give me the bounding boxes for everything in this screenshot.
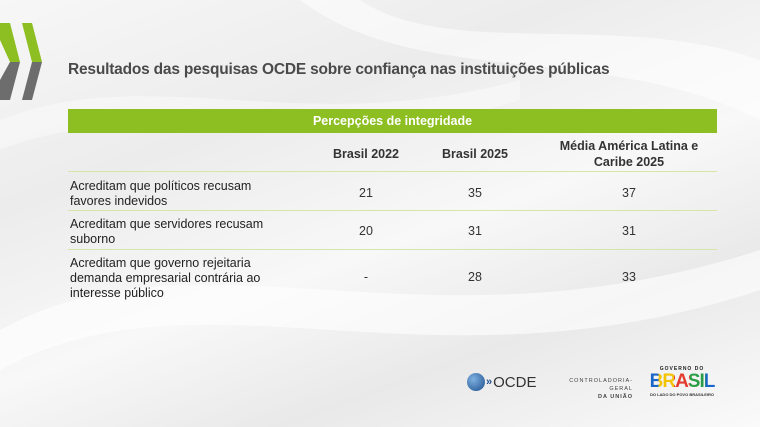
cell: 20 [359, 224, 373, 238]
ocde-text: OCDE [493, 373, 537, 391]
cgu-line2: DA UNIÃO [598, 394, 633, 400]
cgu-line1: CONTROLADORIA-GERAL [569, 378, 633, 392]
column-header: Brasil 2022 [332, 147, 400, 161]
cell: 35 [468, 186, 482, 200]
row-label: Acreditam que governo rejeitaria demanda… [70, 256, 261, 300]
globe-icon [467, 373, 485, 391]
group-header: Percepções de integridade [68, 109, 717, 133]
ocde-chevrons-icon [0, 23, 42, 100]
row-label: Acreditam que políticos recusam favores … [70, 179, 252, 208]
cgu-logo: CONTROLADORIA-GERAL DA UNIÃO [553, 377, 633, 401]
cell: 21 [359, 186, 373, 200]
cell: 37 [622, 186, 636, 200]
column-header: Média América Latina e Caribe 2025 [559, 139, 699, 169]
row-label: Acreditam que servidores recusam suborno [70, 217, 264, 246]
cell: - [363, 270, 369, 284]
cell: 31 [622, 224, 636, 238]
ocde-logo: » OCDE [467, 373, 536, 391]
gov-main: BRASIL [643, 372, 721, 392]
cell: 31 [468, 224, 482, 238]
page-title: Resultados das pesquisas OCDE sobre conf… [68, 61, 610, 78]
gov-bottom: DO LADO DO POVO BRASILEIRO [649, 392, 714, 397]
cell: 33 [622, 270, 636, 284]
gov-brasil-logo: GOVERNO DO BRASIL DO LADO DO POVO BRASIL… [643, 366, 721, 397]
cell: 28 [468, 270, 482, 284]
row-divider [68, 249, 717, 250]
row-divider [68, 171, 717, 172]
gov-top: GOVERNO DO [659, 366, 705, 372]
chevrons-icon: » [486, 376, 493, 388]
row-divider [68, 210, 717, 211]
column-header: Brasil 2025 [441, 147, 509, 161]
